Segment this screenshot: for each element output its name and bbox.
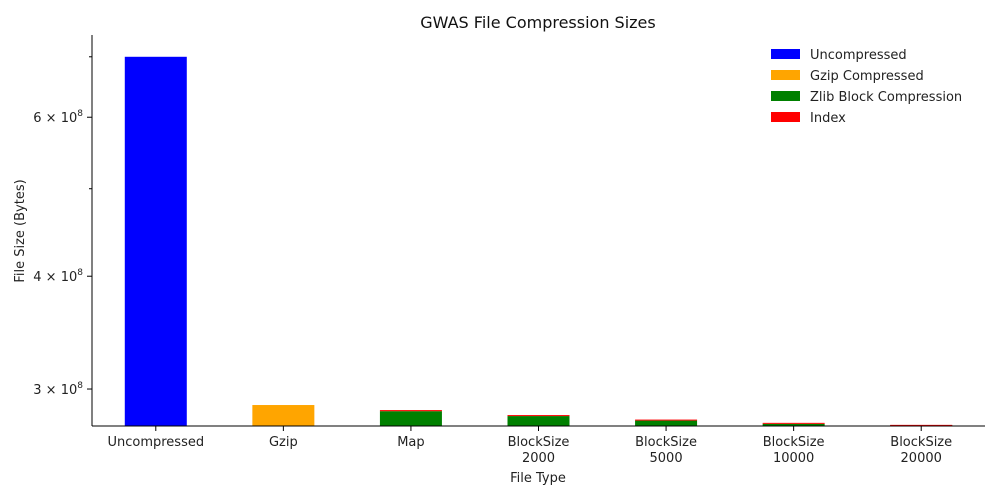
x-tick-label-1: Gzip bbox=[269, 435, 298, 450]
x-tick-label-3: BlockSize 2000 bbox=[508, 435, 570, 466]
legend-swatch-1 bbox=[771, 70, 800, 80]
bar-2-4 bbox=[635, 420, 698, 426]
x-tick-label-0: Uncompressed bbox=[107, 435, 204, 450]
bars-group bbox=[124, 56, 953, 426]
x-axis: Uncompressed Gzip Map BlockSize 2000 BlockSiz… bbox=[107, 426, 952, 466]
bar-2-2 bbox=[379, 411, 442, 426]
y-tick-label-1: 4 × 108 bbox=[33, 268, 83, 285]
bar-3-6 bbox=[890, 424, 953, 426]
bar-2-3 bbox=[507, 416, 570, 426]
x-tick-label-2: Map bbox=[397, 435, 424, 450]
bar-0-0 bbox=[124, 56, 187, 426]
legend-swatch-2 bbox=[771, 91, 800, 101]
y-axis: 3 × 108 4 × 108 6 × 108 bbox=[33, 56, 92, 398]
bar-3-2 bbox=[379, 410, 442, 412]
x-tick-label-6: BlockSize 20000 bbox=[890, 435, 952, 466]
chart-title: GWAS File Compression Sizes bbox=[420, 13, 655, 32]
bar-3-4 bbox=[635, 419, 698, 421]
x-axis-title: File Type bbox=[510, 471, 566, 486]
y-axis-title: File Size (Bytes) bbox=[13, 179, 28, 282]
legend-label-3: Index bbox=[810, 111, 846, 126]
bar-3-5 bbox=[762, 422, 825, 424]
y-tick-label-0: 3 × 108 bbox=[33, 381, 83, 398]
x-tick-label-5: BlockSize 10000 bbox=[763, 435, 825, 466]
bar-3-3 bbox=[507, 415, 570, 417]
legend-swatch-0 bbox=[771, 49, 800, 59]
legend-label-0: Uncompressed bbox=[810, 48, 907, 63]
legend-label-1: Gzip Compressed bbox=[810, 69, 924, 84]
y-tick-label-2: 6 × 108 bbox=[33, 109, 83, 126]
x-tick-label-4: BlockSize 5000 bbox=[635, 435, 697, 466]
legend-swatch-3 bbox=[771, 112, 800, 122]
bar-1-1 bbox=[252, 405, 315, 426]
bar-2-5 bbox=[762, 423, 825, 426]
legend-label-2: Zlib Block Compression bbox=[810, 90, 962, 105]
legend: Uncompressed Gzip Compressed Zlib Block Co… bbox=[771, 48, 962, 126]
